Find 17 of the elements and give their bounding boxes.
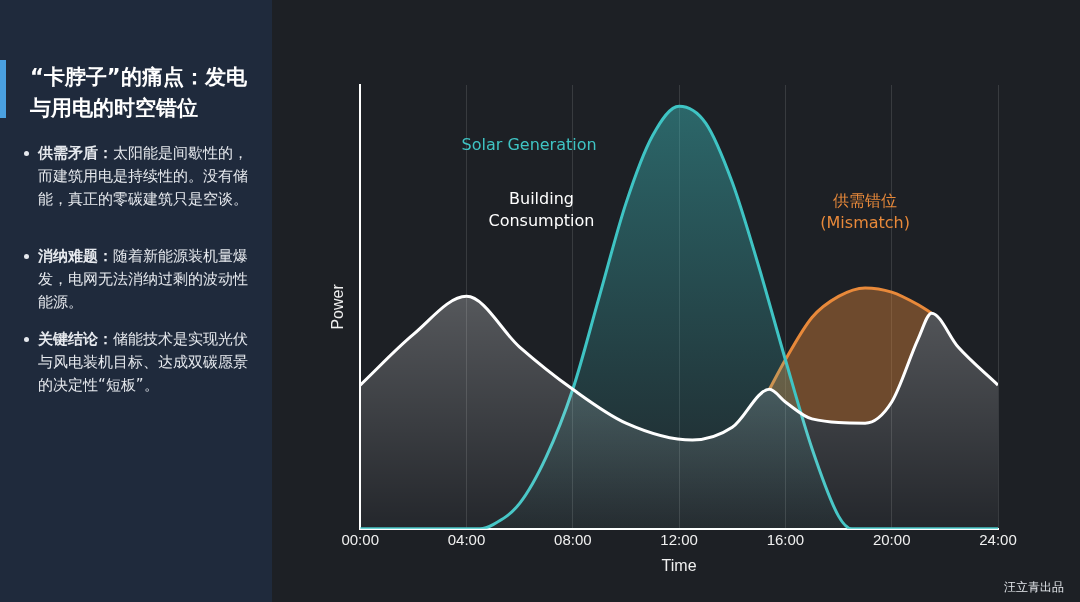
y-axis-title: Power (329, 283, 347, 330)
x-tick-label: 16:00 (766, 530, 805, 548)
text: 消纳难题：随着新能源装机量爆发，电网无法消纳过剩的波动性能源。 (37, 246, 249, 313)
text: 供需矛盾：太阳能是间歇性的，而建筑用电是持续性的。没有储能，真正的零碳建筑只是空谈。 (36, 143, 249, 210)
x-tick-label: 04:00 (447, 530, 486, 548)
text: 供需错位 (Mismatch) (820, 191, 910, 233)
x-tick-label: 24:00 (979, 530, 1017, 548)
text: 关键结论：储能技术是实现光伏与风电装机目标、达成双碳愿景的决定性“短板”。 (37, 329, 249, 396)
text: Solar Generation (461, 135, 597, 155)
text: Building Consumption (488, 189, 595, 231)
x-tick-label: 12:00 (660, 530, 698, 548)
x-axis-title: Time (661, 556, 697, 574)
x-tick-label: 08:00 (554, 530, 592, 548)
x-tick-label: 20:00 (872, 530, 911, 548)
x-tick-label: 00:00 (341, 530, 379, 548)
text: “卡脖子”的痛点：发电与用电的时空错位 (30, 64, 248, 122)
text: 汪立青出品 (1004, 579, 1064, 596)
